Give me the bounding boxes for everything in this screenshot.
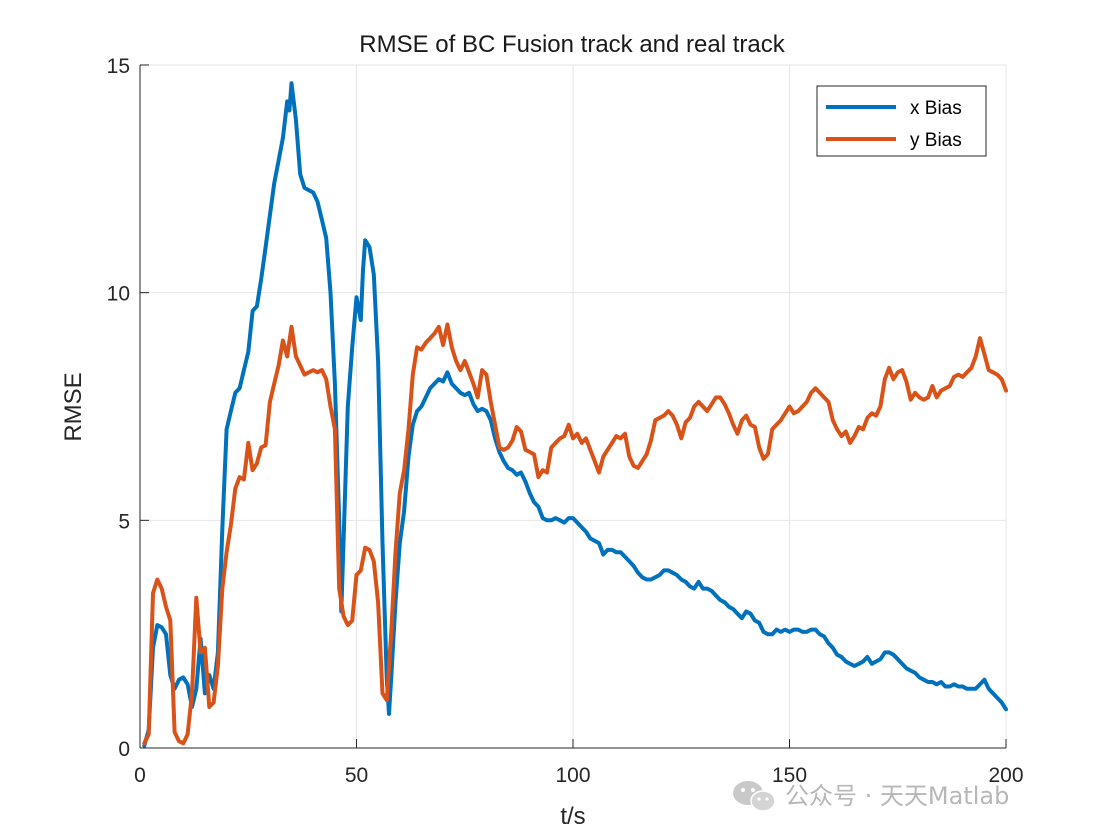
series-line-x-bias (142, 81, 1008, 748)
plot-area: 0 50 100 150 200 0 5 10 15 (107, 55, 1024, 787)
legend: x Bias y Bias (816, 85, 987, 157)
y-tick-label: 10 (107, 283, 130, 306)
x-tick-label: 50 (345, 764, 368, 787)
legend-box (816, 85, 987, 157)
watermark: 公众号 · 天天Matlab (733, 781, 1009, 812)
x-axis-label: t/s (560, 803, 585, 830)
y-tick-label: 5 (118, 510, 130, 533)
legend-label-x-bias: x Bias (910, 98, 962, 119)
x-tick-label: 200 (988, 764, 1023, 787)
legend-items: x Bias y Bias (826, 98, 962, 151)
wechat-icon (733, 781, 776, 812)
x-tick-label: 100 (555, 764, 590, 787)
x-ticks: 0 50 100 150 200 (134, 739, 1024, 787)
legend-label-y-bias: y Bias (910, 130, 962, 151)
y-tick-label: 0 (118, 738, 130, 761)
series-line-y-bias (142, 322, 1008, 746)
x-tick-label: 0 (134, 764, 146, 787)
series-lines (142, 81, 1008, 748)
watermark-text: 公众号 · 天天Matlab (785, 782, 1009, 810)
x-tick-label: 150 (772, 764, 807, 787)
y-axis-label: RMSE (60, 372, 87, 441)
chart-title: RMSE of BC Fusion track and real track (359, 31, 785, 58)
y-tick-label: 15 (107, 55, 130, 78)
y-ticks: 0 5 10 15 (107, 55, 149, 761)
